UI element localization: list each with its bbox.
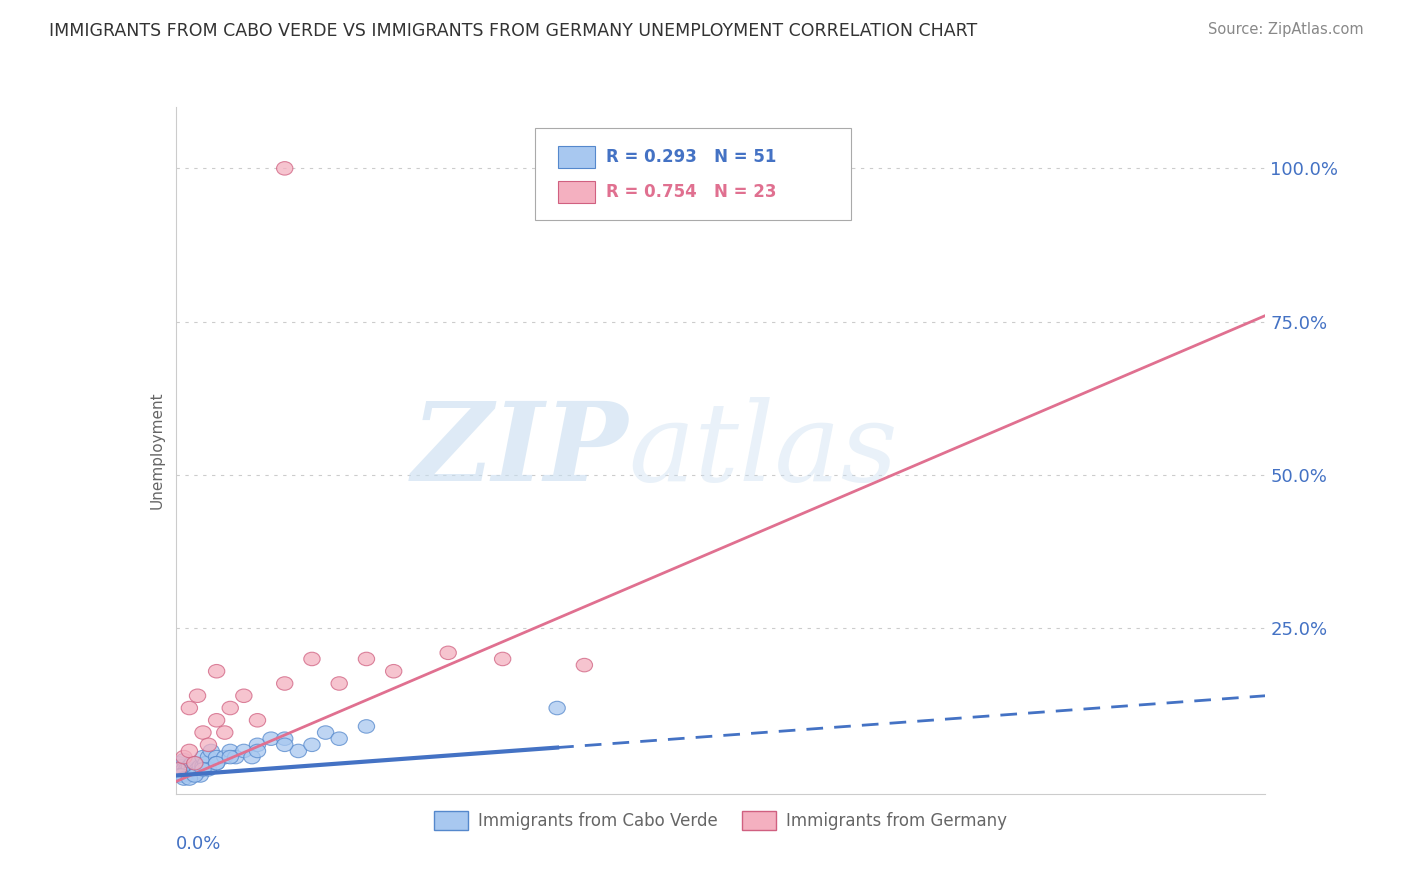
- Ellipse shape: [200, 738, 217, 752]
- Ellipse shape: [222, 701, 239, 714]
- Ellipse shape: [179, 763, 195, 776]
- Ellipse shape: [176, 750, 193, 764]
- Ellipse shape: [181, 760, 197, 773]
- Text: R = 0.293   N = 51: R = 0.293 N = 51: [606, 148, 776, 166]
- Ellipse shape: [181, 744, 197, 757]
- Y-axis label: Unemployment: Unemployment: [149, 392, 165, 509]
- Ellipse shape: [208, 714, 225, 727]
- Ellipse shape: [277, 161, 292, 175]
- Ellipse shape: [187, 763, 202, 776]
- Text: 0.0%: 0.0%: [176, 835, 221, 853]
- Ellipse shape: [208, 750, 225, 764]
- Ellipse shape: [249, 714, 266, 727]
- Text: ZIP: ZIP: [412, 397, 628, 504]
- Ellipse shape: [249, 744, 266, 757]
- Ellipse shape: [195, 726, 211, 739]
- Ellipse shape: [330, 677, 347, 690]
- Ellipse shape: [576, 658, 592, 672]
- Ellipse shape: [440, 646, 457, 659]
- Ellipse shape: [187, 769, 202, 782]
- Ellipse shape: [222, 750, 239, 764]
- Ellipse shape: [208, 665, 225, 678]
- Ellipse shape: [304, 652, 321, 665]
- Ellipse shape: [217, 750, 233, 764]
- Ellipse shape: [548, 701, 565, 714]
- Ellipse shape: [290, 744, 307, 757]
- Ellipse shape: [236, 744, 252, 757]
- Ellipse shape: [208, 756, 225, 770]
- Ellipse shape: [190, 765, 205, 780]
- Ellipse shape: [173, 760, 190, 773]
- Ellipse shape: [181, 701, 197, 714]
- Ellipse shape: [359, 652, 374, 665]
- Ellipse shape: [222, 744, 239, 757]
- FancyBboxPatch shape: [558, 146, 595, 169]
- Ellipse shape: [184, 763, 200, 776]
- Ellipse shape: [304, 738, 321, 752]
- Ellipse shape: [277, 738, 292, 752]
- Ellipse shape: [190, 763, 205, 776]
- Ellipse shape: [176, 763, 193, 776]
- Ellipse shape: [179, 765, 195, 780]
- Ellipse shape: [195, 763, 211, 776]
- Ellipse shape: [217, 726, 233, 739]
- Ellipse shape: [193, 760, 208, 773]
- Ellipse shape: [330, 732, 347, 746]
- Ellipse shape: [318, 726, 333, 739]
- Ellipse shape: [200, 763, 217, 776]
- Ellipse shape: [170, 756, 187, 770]
- Ellipse shape: [236, 689, 252, 703]
- Text: IMMIGRANTS FROM CABO VERDE VS IMMIGRANTS FROM GERMANY UNEMPLOYMENT CORRELATION C: IMMIGRANTS FROM CABO VERDE VS IMMIGRANTS…: [49, 22, 977, 40]
- Ellipse shape: [195, 760, 211, 773]
- Ellipse shape: [200, 750, 217, 764]
- Ellipse shape: [277, 732, 292, 746]
- FancyBboxPatch shape: [558, 180, 595, 202]
- Ellipse shape: [181, 769, 197, 782]
- Ellipse shape: [195, 750, 211, 764]
- Ellipse shape: [277, 677, 292, 690]
- Ellipse shape: [176, 772, 193, 785]
- Ellipse shape: [208, 756, 225, 770]
- Ellipse shape: [187, 756, 202, 770]
- Ellipse shape: [193, 769, 208, 782]
- FancyBboxPatch shape: [536, 128, 852, 220]
- Ellipse shape: [228, 750, 243, 764]
- Ellipse shape: [170, 769, 187, 782]
- Text: R = 0.754   N = 23: R = 0.754 N = 23: [606, 183, 776, 201]
- Ellipse shape: [176, 754, 193, 767]
- Ellipse shape: [170, 763, 187, 776]
- Legend: Immigrants from Cabo Verde, Immigrants from Germany: Immigrants from Cabo Verde, Immigrants f…: [427, 805, 1014, 837]
- Ellipse shape: [184, 756, 200, 770]
- Ellipse shape: [202, 744, 219, 757]
- Ellipse shape: [385, 665, 402, 678]
- Ellipse shape: [243, 750, 260, 764]
- Text: Source: ZipAtlas.com: Source: ZipAtlas.com: [1208, 22, 1364, 37]
- Ellipse shape: [495, 652, 510, 665]
- Ellipse shape: [170, 763, 187, 776]
- Ellipse shape: [176, 769, 193, 782]
- Ellipse shape: [359, 720, 374, 733]
- Ellipse shape: [173, 769, 190, 782]
- Text: atlas: atlas: [628, 397, 897, 504]
- Ellipse shape: [173, 765, 190, 780]
- Ellipse shape: [197, 756, 214, 770]
- Ellipse shape: [187, 756, 202, 770]
- Ellipse shape: [181, 772, 197, 785]
- Ellipse shape: [190, 689, 205, 703]
- Ellipse shape: [249, 738, 266, 752]
- Ellipse shape: [263, 732, 280, 746]
